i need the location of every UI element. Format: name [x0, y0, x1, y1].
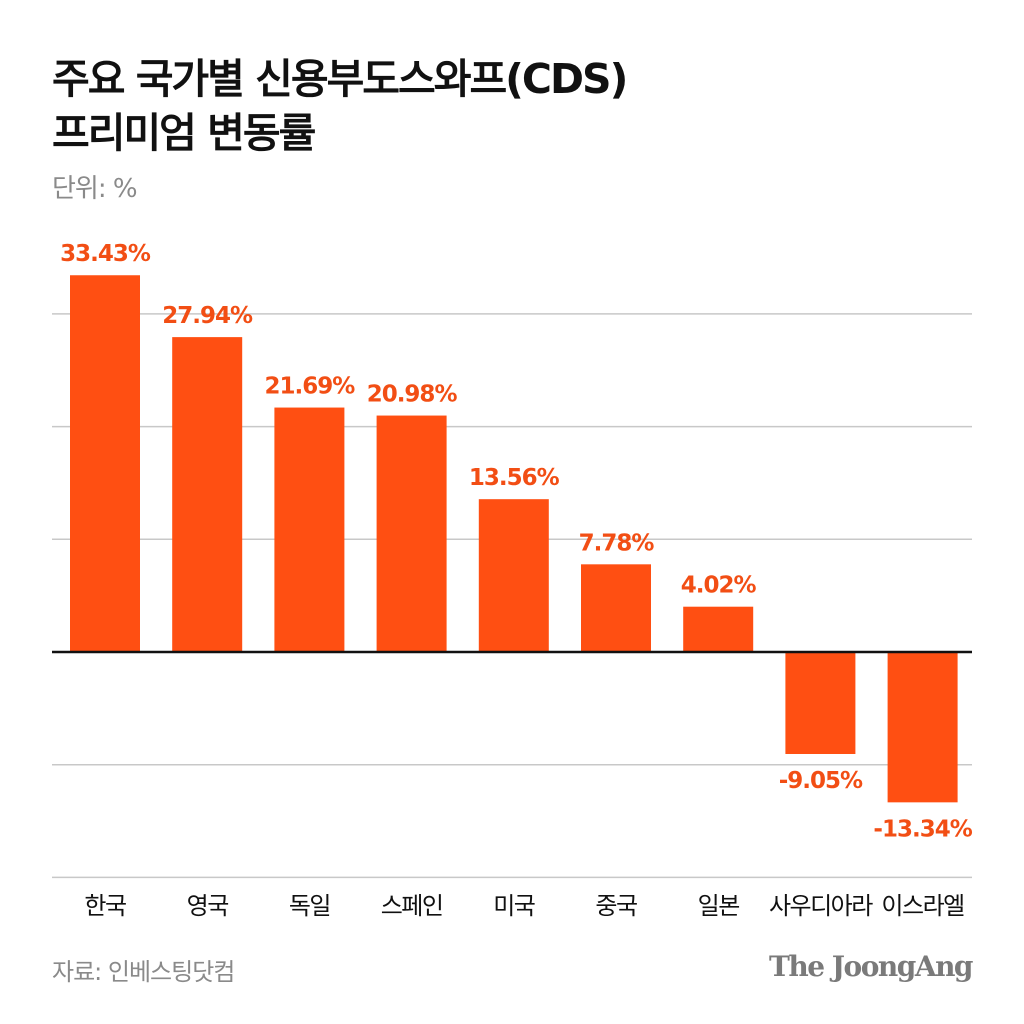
source-note: 자료: 인베스팅닷컴 — [52, 958, 235, 986]
category-label: 스페인 — [381, 892, 443, 920]
data-label: -9.05% — [779, 768, 863, 794]
bar-8 — [887, 652, 958, 803]
bar-3 — [376, 415, 447, 652]
category-label: 사우디아라 — [769, 892, 873, 920]
bar-0 — [70, 275, 140, 652]
category-label: 한국 — [84, 892, 126, 920]
data-label: 7.78% — [579, 530, 655, 556]
data-label: 13.56% — [469, 465, 560, 491]
title-line-2: 프리미엄 변동률 — [52, 109, 316, 157]
category-label: 미국 — [493, 892, 535, 920]
bar-4 — [478, 499, 549, 652]
publisher-logo: The JoongAng — [769, 950, 973, 983]
category-label: 일본 — [698, 892, 740, 920]
bar-7 — [785, 652, 856, 754]
category-label: 중국 — [595, 892, 637, 920]
bar-5 — [581, 564, 651, 652]
data-label: 4.02% — [681, 573, 757, 599]
unit-label: 단위: % — [52, 174, 138, 204]
bar-6 — [683, 606, 754, 652]
chart-title: 주요 국가별 신용부도스와프(CDS) 프리미엄 변동률 — [52, 52, 628, 160]
bar-2 — [274, 407, 345, 652]
category-label: 독일 — [289, 892, 330, 920]
data-label: 21.69% — [265, 374, 356, 400]
category-label: 이스라엘 — [881, 892, 964, 920]
title-line-1: 주요 국가별 신용부도스와프(CDS) — [52, 55, 628, 103]
bar-1 — [172, 337, 243, 652]
data-label: 20.98% — [367, 382, 458, 408]
data-label: 27.94% — [162, 303, 253, 329]
data-label: -13.34% — [873, 816, 972, 842]
category-label: 영국 — [187, 892, 229, 920]
data-label: 33.43% — [60, 241, 151, 267]
